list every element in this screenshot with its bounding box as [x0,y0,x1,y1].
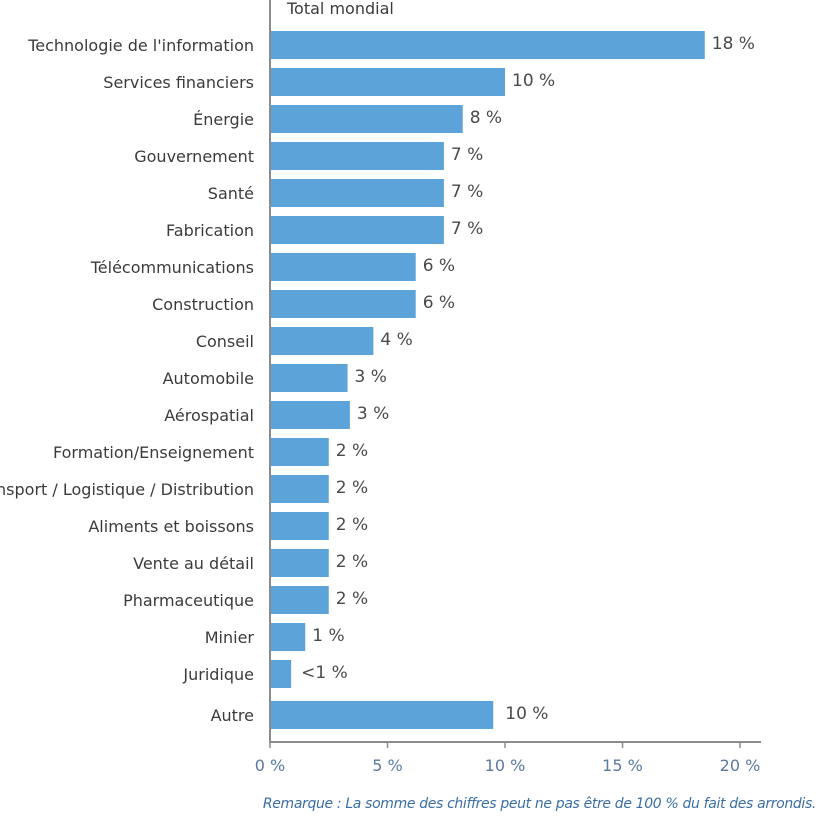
value-label: 2 % [336,441,368,461]
bar [270,623,306,651]
value-label: 1 % [312,626,344,646]
category-label: Construction [152,295,254,314]
value-label: 8 % [470,108,502,128]
category-label: Pharmaceutique [123,591,254,610]
value-label: <1 % [301,663,348,683]
chart-note: Remarque : La somme des chiffres peut ne… [262,796,816,812]
x-tick-label: 20 % [720,756,761,775]
value-label: 2 % [336,552,368,572]
bar [270,105,463,133]
category-label: Minier [205,628,255,647]
bars-layer [270,31,705,729]
bar [270,142,444,170]
x-tick-label: 10 % [485,756,526,775]
labels-layer: Total mondial Technologie de l'informatio… [0,0,755,725]
value-label: 7 % [451,145,483,165]
bar [270,660,292,688]
bar [270,290,416,318]
bar [270,701,494,729]
value-label: 10 % [512,71,555,91]
category-label: Fabrication [166,221,254,240]
category-label: Aliments et boissons [88,517,254,536]
category-label: Énergie [193,110,254,129]
category-label: Autre [211,706,254,725]
value-label: 7 % [451,219,483,239]
bar [270,327,374,355]
axis-layer: 0 % 5 % 10 % 15 % 20 % [255,0,761,775]
category-label: Santé [208,184,254,203]
bar [270,216,444,244]
bar [270,512,329,540]
value-label: 2 % [336,589,368,609]
chart-title: Total mondial [286,0,394,18]
category-label: Automobile [163,369,254,388]
bar-chart: Total mondial Technologie de l'informatio… [0,0,761,775]
category-label: Télécommunications [90,258,254,277]
bar [270,438,329,466]
value-label: 4 % [380,330,412,350]
bar [270,586,329,614]
x-tick-label: 5 % [372,756,402,775]
value-label: 6 % [423,293,455,313]
value-label: 10 % [505,704,548,724]
x-tick-label: 15 % [602,756,643,775]
value-label: 2 % [336,478,368,498]
value-label: 18 % [712,34,755,54]
category-label: Services financiers [103,73,254,92]
value-label: 2 % [336,515,368,535]
value-label: 3 % [355,367,387,387]
category-label: Formation/Enseignement [53,443,254,462]
value-label: 6 % [423,256,455,276]
category-label: Gouvernement [134,147,254,166]
bar [270,401,350,429]
category-label: Technologie de l'information [27,36,254,55]
bar [270,364,348,392]
value-label: 3 % [357,404,389,424]
value-label: 7 % [451,182,483,202]
bar [270,253,416,281]
category-label: Transport / Logistique / Distribution [0,480,254,499]
bar [270,31,705,59]
category-label: Conseil [196,332,254,351]
x-tick-label: 0 % [255,756,285,775]
bar [270,68,505,96]
bar [270,475,329,503]
category-label: Vente au détail [133,554,254,573]
bar [270,179,444,207]
category-label: Juridique [182,665,254,684]
category-label: Aérospatial [164,406,254,425]
bar [270,549,329,577]
